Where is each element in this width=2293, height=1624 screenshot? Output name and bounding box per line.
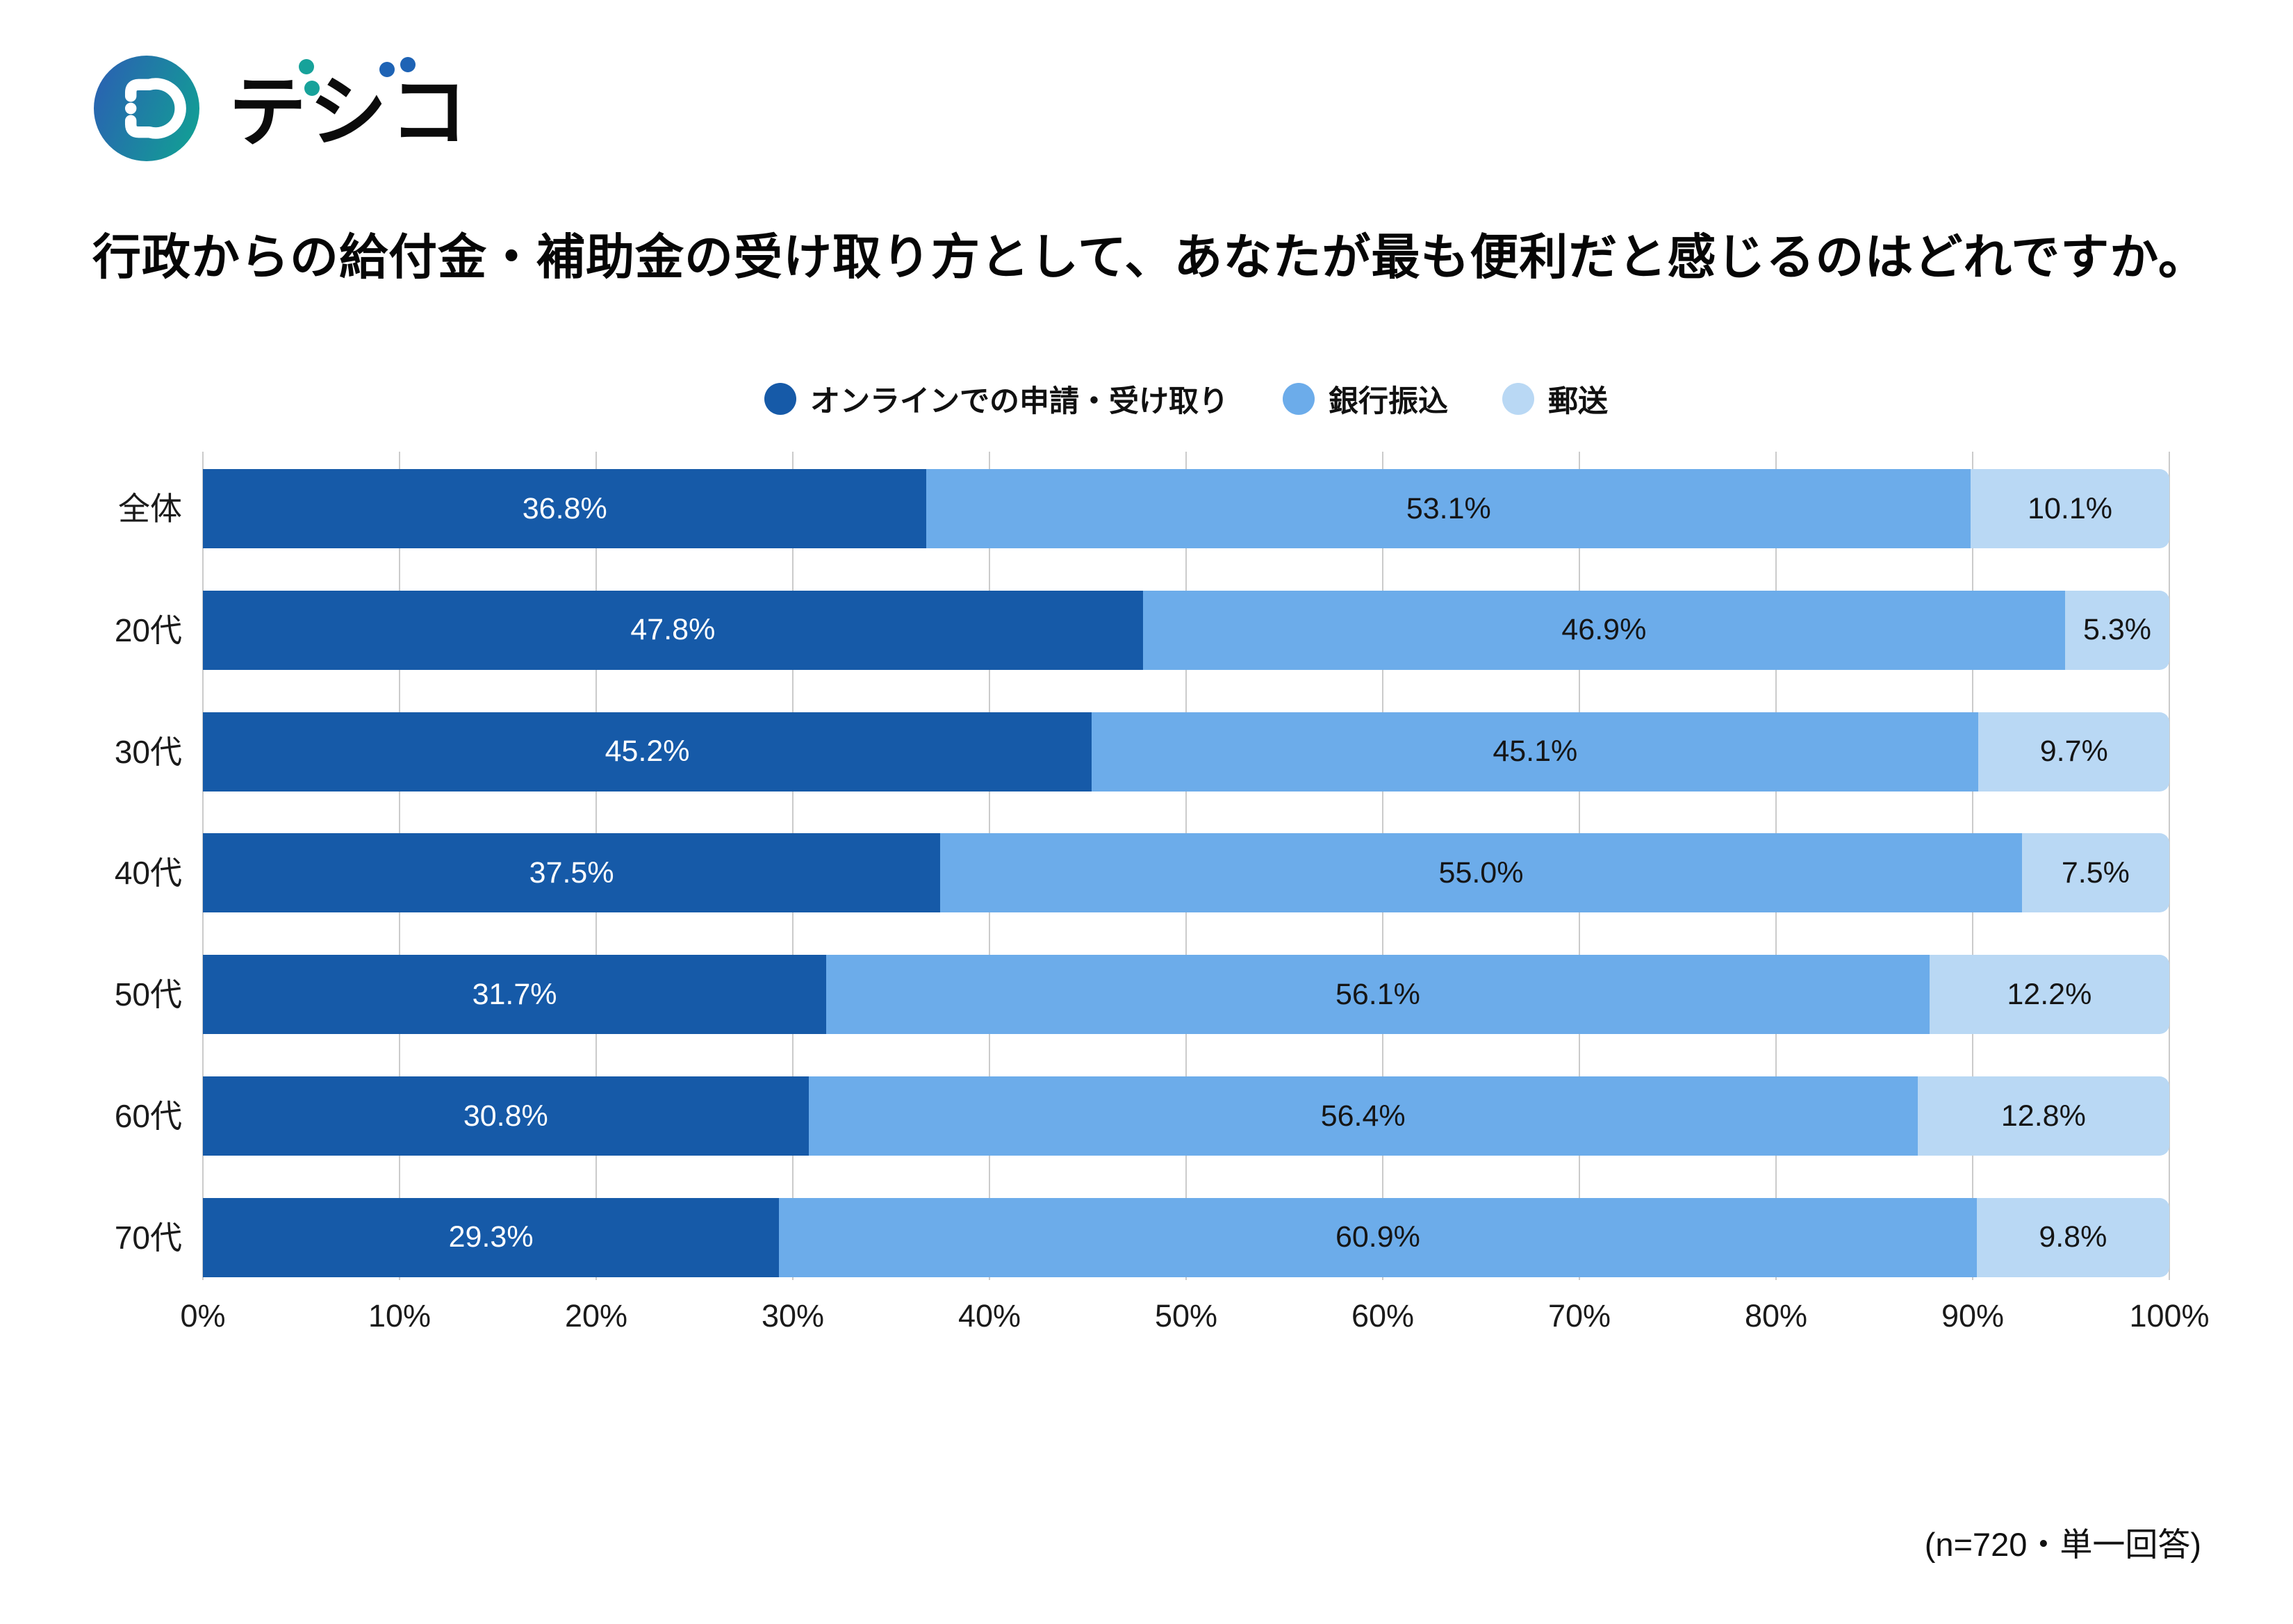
- bar-segment-オンラインでの申請・受け取り: 47.8%: [203, 590, 1143, 670]
- category-label-40代: 40代: [114, 855, 182, 892]
- legend-label: 銀行振込: [1329, 385, 1448, 418]
- bar-segment-郵送: 9.7%: [1978, 712, 2169, 792]
- logo-d-dot: [124, 102, 137, 115]
- category-label-60代: 60代: [114, 1098, 182, 1134]
- bar-segment-銀行振込: 56.4%: [808, 1076, 1918, 1156]
- legend-label: 郵送: [1548, 385, 1608, 418]
- bar-value-label: 5.3%: [2082, 613, 2151, 647]
- bar-segment-郵送: 12.8%: [1917, 1076, 2169, 1156]
- bar-segment-オンラインでの申請・受け取り: 37.5%: [203, 833, 941, 913]
- bar-value-label: 29.3%: [448, 1220, 534, 1254]
- bar-value-label: 12.8%: [2000, 1099, 2086, 1133]
- bar-value-label: 12.2%: [2007, 977, 2092, 1011]
- legend-item-銀行振込: 銀行振込: [1283, 377, 1448, 420]
- x-tick-label-20%: 20%: [564, 1298, 628, 1334]
- x-tick-label-30%: 30%: [761, 1298, 825, 1334]
- dakuten-blue-dot-1: [379, 62, 395, 77]
- category-label-30代: 30代: [114, 733, 182, 770]
- bar-segment-銀行振込: 53.1%: [926, 469, 1971, 548]
- bar-value-label: 36.8%: [522, 491, 607, 525]
- bar-segment-オンラインでの申請・受け取り: 29.3%: [203, 1197, 780, 1277]
- bar-value-label: 9.7%: [2039, 735, 2108, 769]
- bar-row-50代: 31.7% 56.1% 12.2%: [203, 955, 2169, 1035]
- dakuten-teal-dot-2: [304, 81, 320, 96]
- legend-swatch-icon: [1502, 383, 1534, 415]
- legend-item-オンラインでの申請・受け取り: オンラインでの申請・受け取り: [764, 377, 1228, 420]
- logo-char-ko: コ: [390, 69, 468, 156]
- bar-row-30代: 45.2% 45.1% 9.7%: [203, 712, 2169, 792]
- legend-item-郵送: 郵送: [1502, 377, 1608, 420]
- dakuten-blue-dot-2: [400, 57, 416, 72]
- bar-segment-郵送: 12.2%: [1929, 955, 2169, 1035]
- sample-size-note: (n=720・単一回答): [1924, 1526, 2201, 1563]
- category-label-50代: 50代: [114, 976, 182, 1013]
- bar-row-70代: 29.3% 60.9% 9.8%: [203, 1197, 2169, 1277]
- bar-segment-オンラインでの申請・受け取り: 45.2%: [203, 712, 1092, 792]
- chart-legend: オンラインでの申請・受け取り 銀行振込 郵送: [203, 381, 2169, 418]
- bar-segment-郵送: 9.8%: [1976, 1197, 2169, 1277]
- plot-area: 36.8% 53.1% 10.1% 47.8% 46.9% 5.3% 45.2% 45.1% 9…: [202, 452, 2170, 1280]
- x-tick-label-40%: 40%: [958, 1298, 1021, 1334]
- x-tick-label-100%: 100%: [2129, 1298, 2210, 1334]
- x-tick-label-80%: 80%: [1744, 1298, 1808, 1334]
- brand-logo: テ シ コ: [94, 56, 472, 161]
- bar-value-label: 7.5%: [2061, 855, 2130, 889]
- bar-value-label: 53.1%: [1406, 491, 1491, 525]
- bar-segment-オンラインでの申請・受け取り: 36.8%: [203, 469, 927, 548]
- x-tick-label-10%: 10%: [368, 1298, 432, 1334]
- bar-value-label: 56.4%: [1320, 1099, 1406, 1133]
- category-label-70代: 70代: [114, 1219, 182, 1256]
- dakuten-teal-dot-1: [299, 59, 314, 74]
- bar-value-label: 45.1%: [1493, 735, 1578, 769]
- logo-d-shape: [124, 78, 186, 139]
- bar-value-label: 56.1%: [1335, 977, 1420, 1011]
- bar-row-60代: 30.8% 56.4% 12.8%: [203, 1076, 2169, 1156]
- bar-value-label: 37.5%: [529, 855, 614, 889]
- legend-label: オンラインでの申請・受け取り: [810, 385, 1228, 418]
- bar-segment-銀行振込: 60.9%: [779, 1197, 1977, 1277]
- category-label-全体: 全体: [118, 491, 182, 527]
- legend-swatch-icon: [1283, 383, 1315, 415]
- bar-value-label: 46.9%: [1561, 613, 1647, 647]
- bar-segment-銀行振込: 56.1%: [826, 955, 1930, 1035]
- x-tick-label-50%: 50%: [1154, 1298, 1218, 1334]
- bar-segment-銀行振込: 46.9%: [1142, 590, 2065, 670]
- bar-segment-銀行振込: 55.0%: [940, 833, 2022, 913]
- brand-logo-text: テ シ コ: [229, 57, 468, 156]
- bar-segment-オンラインでの申請・受け取り: 30.8%: [203, 1076, 809, 1156]
- bar-value-label: 47.8%: [630, 613, 716, 647]
- bar-row-40代: 37.5% 55.0% 7.5%: [203, 833, 2169, 913]
- bar-value-label: 55.0%: [1438, 855, 1524, 889]
- x-tick-label-70%: 70%: [1547, 1298, 1611, 1334]
- bar-value-label: 60.9%: [1335, 1220, 1420, 1254]
- bar-segment-郵送: 7.5%: [2021, 833, 2169, 913]
- page-title: 行政からの給付金・補助金の受け取り方として、あなたが最も便利だと感じるのはどれで…: [92, 230, 2208, 284]
- bar-value-label: 31.7%: [472, 977, 557, 1011]
- logo-char-te: テ: [229, 69, 306, 156]
- x-tick-label-0%: 0%: [180, 1298, 226, 1334]
- gridline-100%: [2169, 452, 2170, 1280]
- bar-value-label: 30.8%: [463, 1099, 548, 1133]
- logo-char-shi: シ: [309, 69, 387, 156]
- bar-value-label: 9.8%: [2039, 1220, 2107, 1254]
- legend-swatch-icon: [764, 383, 796, 415]
- bar-segment-郵送: 5.3%: [2065, 590, 2169, 670]
- category-label-20代: 20代: [114, 612, 182, 648]
- logo-circle: [94, 56, 199, 161]
- bar-segment-郵送: 10.1%: [1971, 469, 2169, 548]
- bar-row-全体: 36.8% 53.1% 10.1%: [203, 469, 2169, 548]
- bar-segment-オンラインでの申請・受け取り: 31.7%: [203, 955, 827, 1035]
- bar-value-label: 10.1%: [2028, 491, 2113, 525]
- x-tick-label-60%: 60%: [1351, 1298, 1415, 1334]
- bar-segment-銀行振込: 45.1%: [1092, 712, 1979, 792]
- x-tick-label-90%: 90%: [1941, 1298, 2005, 1334]
- brand-logo-icon: [94, 56, 199, 161]
- x-axis: 0% 10% 20% 30% 40% 50% 60% 70% 80% 90% 100%: [180, 1298, 2209, 1347]
- bar-value-label: 45.2%: [605, 735, 690, 769]
- bar-row-20代: 47.8% 46.9% 5.3%: [203, 590, 2169, 670]
